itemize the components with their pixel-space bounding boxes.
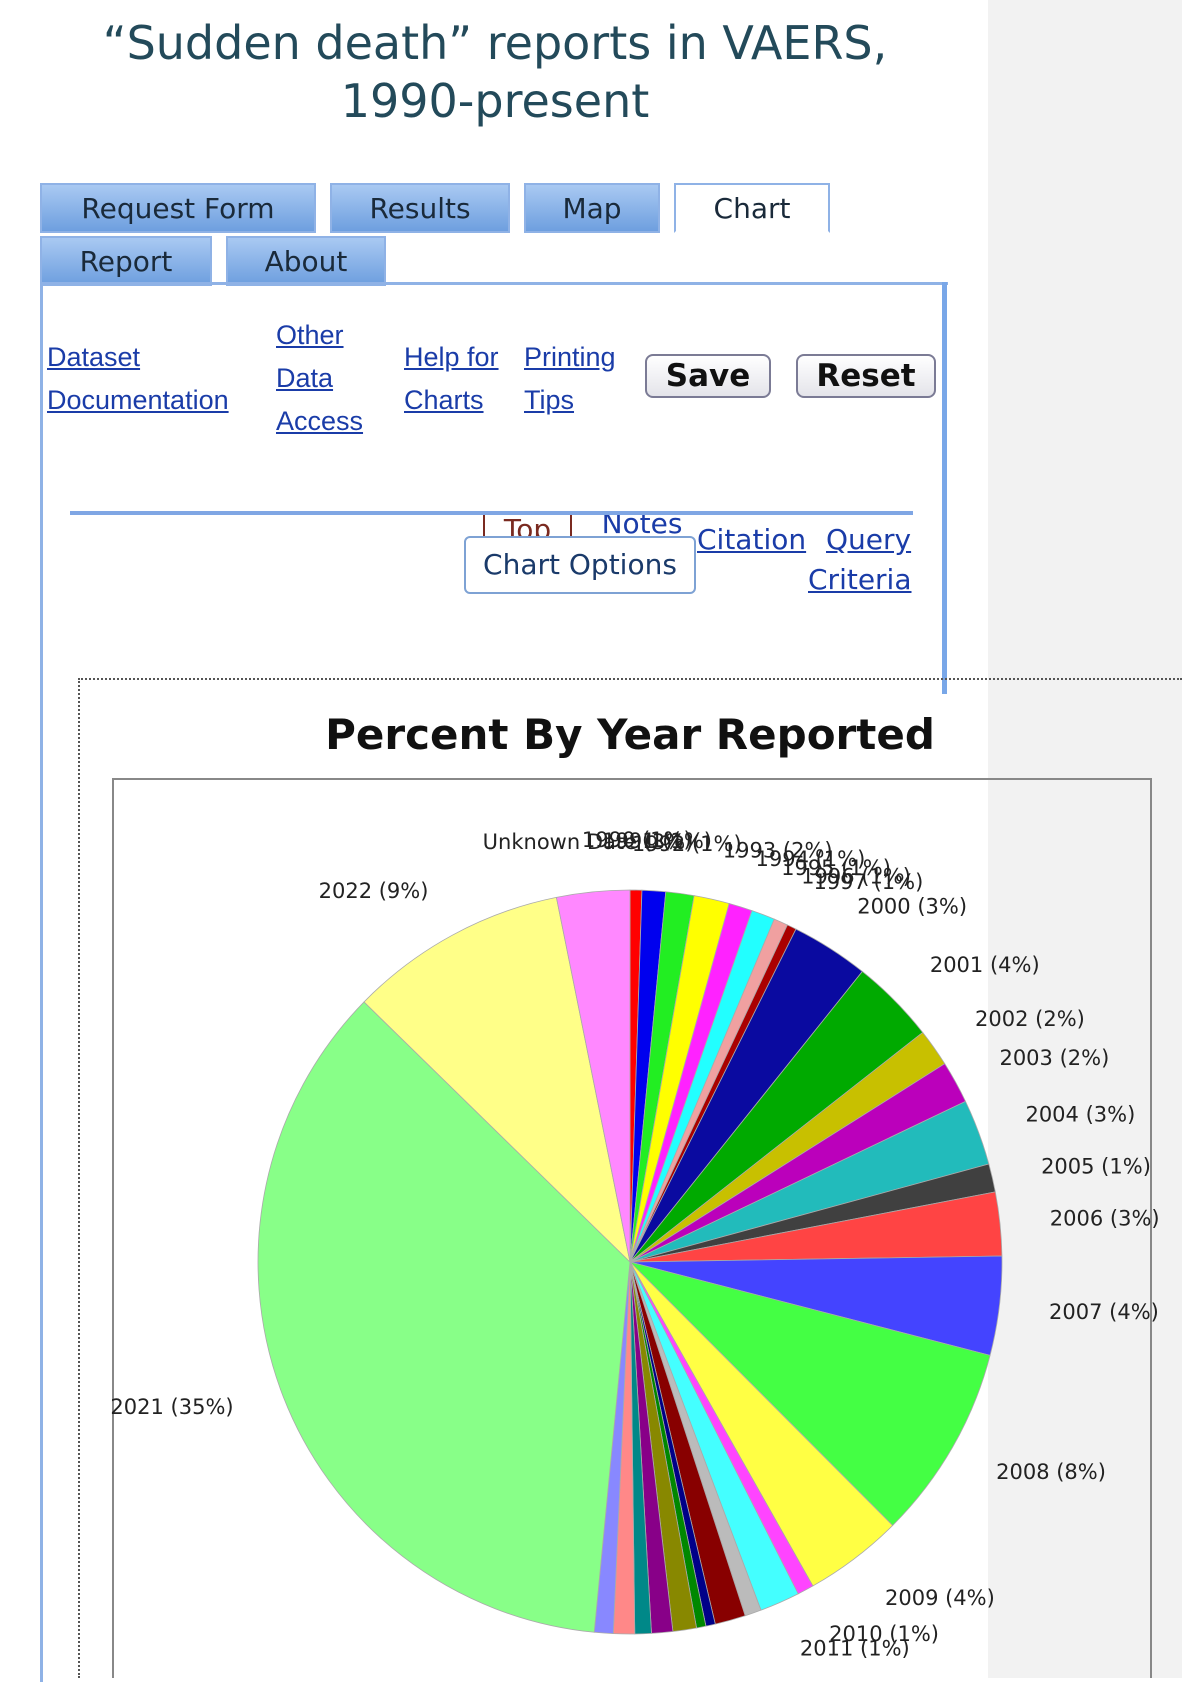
dataset-documentation-link[interactable]: Dataset Documentation	[47, 336, 229, 422]
other-data-access-line-2: Data	[276, 363, 334, 393]
tab-request-form[interactable]: Request Form	[40, 183, 316, 233]
printing-tips-line-1: Printing	[524, 342, 616, 372]
reset-button[interactable]: Reset	[796, 354, 936, 398]
section-divider	[70, 511, 913, 515]
chart-options-button[interactable]: Chart Options	[464, 536, 696, 594]
notes-link[interactable]: Notes	[594, 515, 690, 537]
chart-frame	[78, 678, 1182, 1678]
content-panel-right-border	[942, 282, 947, 694]
help-for-charts-line-2: Charts	[404, 385, 484, 415]
tab-about[interactable]: About	[226, 236, 386, 286]
query-link[interactable]: Query	[826, 523, 912, 556]
other-data-access-line-3: Access	[276, 406, 364, 436]
printing-tips-line-2: Tips	[524, 385, 575, 415]
tab-map[interactable]: Map	[524, 183, 660, 233]
criteria-link[interactable]: Criteria	[808, 563, 912, 596]
help-for-charts-link[interactable]: Help for Charts	[404, 336, 499, 422]
dataset-documentation-line-2: Documentation	[47, 385, 229, 415]
notes-link-label: Notes	[601, 515, 683, 537]
printing-tips-link[interactable]: Printing Tips	[524, 336, 616, 422]
save-button[interactable]: Save	[645, 354, 771, 398]
tab-chart[interactable]: Chart	[674, 183, 830, 233]
other-data-access-link[interactable]: Other Data Access	[276, 314, 363, 443]
help-for-charts-line-1: Help for	[404, 342, 499, 372]
dataset-documentation-line-1: Dataset	[47, 342, 141, 372]
citation-link[interactable]: Citation	[697, 523, 807, 556]
content-panel	[40, 282, 948, 1682]
chart-title: Percent By Year Reported	[325, 710, 935, 759]
tab-results[interactable]: Results	[330, 183, 510, 233]
page-title: “Sudden death” reports in VAERS, 1990-pr…	[102, 16, 888, 128]
tab-report[interactable]: Report	[40, 236, 212, 286]
other-data-access-line-1: Other	[276, 320, 344, 350]
